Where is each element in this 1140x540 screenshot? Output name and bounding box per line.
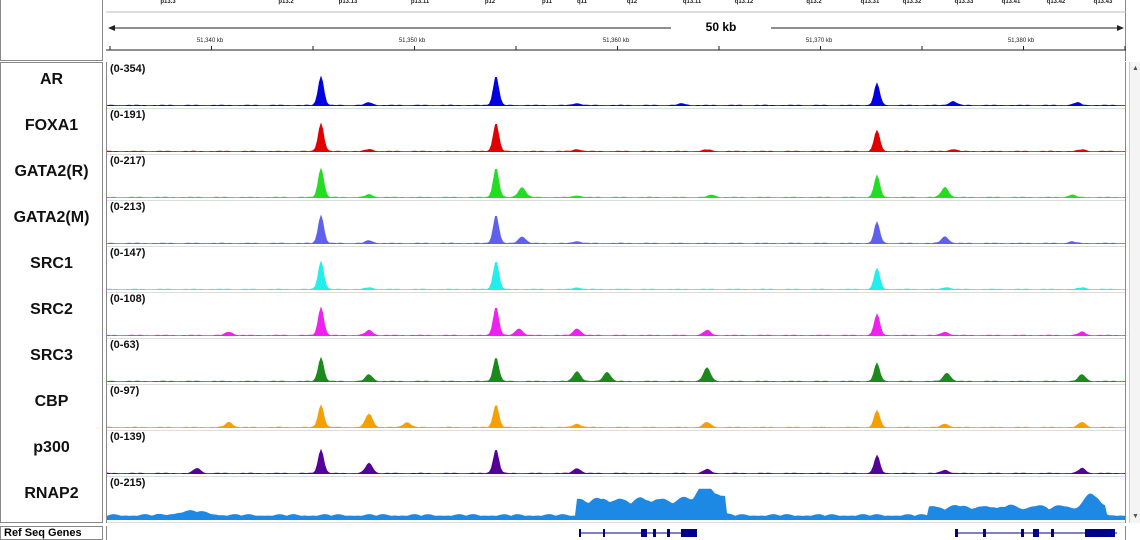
- ruler-panel[interactable]: p13.3 p13.2 p13.13 p13.11 p12 p11 q11 q12 q13.11…: [106, 0, 1126, 61]
- signal-profile: [107, 448, 1125, 474]
- gene-exon: [983, 529, 986, 537]
- band-label: q12: [626, 0, 638, 5]
- signal-track[interactable]: (0-217): [107, 154, 1125, 201]
- signal-track[interactable]: (0-147): [107, 246, 1125, 293]
- track-names-panel: AR FOXA1 GATA2(R) GATA2(M) SRC1 SRC2 SRC3 CBP p3…: [0, 62, 103, 523]
- scroll-up-icon[interactable]: ▲: [1132, 65, 1139, 72]
- track-range-label: (0-97): [110, 385, 140, 397]
- signal-track[interactable]: (0-63): [107, 338, 1125, 385]
- coordinate-label: 51,340 kb: [196, 38, 224, 44]
- gene-exon: [641, 529, 647, 537]
- signal-area: [107, 306, 1125, 336]
- ruler-svg: [106, 11, 1126, 51]
- signal-track[interactable]: (0-191): [107, 108, 1125, 155]
- gene-track-name-cell: Ref Seq Genes: [0, 526, 103, 540]
- band-label: p13.11: [410, 0, 430, 5]
- signal-profile: [107, 167, 1125, 198]
- signal-profile: [107, 214, 1125, 244]
- gene-exon: [1051, 529, 1054, 537]
- track-name: AR: [39, 71, 64, 88]
- coordinate-label: 51,360 kb: [602, 38, 630, 44]
- signal-profile: [107, 404, 1125, 428]
- coordinate-label: 51,380 kb: [1007, 38, 1035, 44]
- signal-profile: [107, 356, 1125, 382]
- gene-exon: [579, 529, 581, 537]
- track-range-label: (0-213): [110, 201, 146, 213]
- track-name: p300: [33, 439, 70, 456]
- band-label: p13.2: [278, 0, 294, 5]
- span-label: 50 kb: [671, 20, 771, 34]
- coordinate-label: 51,370 kb: [805, 38, 833, 44]
- signal-profile: [107, 488, 1125, 520]
- signal-track[interactable]: (0-108): [107, 292, 1125, 339]
- track-name: CBP: [34, 393, 69, 410]
- gene-exon: [603, 529, 605, 537]
- band-label: p13.13: [338, 0, 358, 5]
- gene-exon: [1033, 529, 1039, 537]
- band-label: q13.42: [1046, 0, 1066, 5]
- coordinate-label: 51,350 kb: [398, 38, 426, 44]
- signal-area: [107, 448, 1125, 474]
- signal-area: [107, 356, 1125, 382]
- signal-area: [107, 214, 1125, 244]
- signal-profile: [107, 306, 1125, 336]
- gene-exon: [955, 529, 958, 537]
- band-label: q13.32: [902, 0, 922, 5]
- track-range-label: (0-108): [110, 293, 146, 305]
- signal-area: [107, 122, 1125, 152]
- data-panel[interactable]: (0-354) (0-191) (0-217) (0-213) (0-147) (0-10…: [106, 62, 1126, 523]
- band-label: q13.31: [860, 0, 880, 5]
- scroll-down-icon[interactable]: ▼: [1132, 513, 1139, 520]
- gene-exon: [681, 529, 697, 537]
- signal-profile: [107, 260, 1125, 290]
- track-name: GATA2(R): [14, 163, 89, 180]
- gene-exon: [1085, 529, 1115, 537]
- track-name: GATA2(M): [13, 209, 90, 226]
- track-name: SRC1: [30, 255, 73, 272]
- gene-track-panel[interactable]: [106, 526, 1126, 540]
- band-label: q11: [576, 0, 588, 5]
- track-range-label: (0-215): [110, 477, 146, 489]
- track-name: SRC3: [30, 347, 73, 364]
- signal-profile: [107, 122, 1125, 152]
- band-label: q13.2: [806, 0, 822, 5]
- signal-track[interactable]: (0-97): [107, 384, 1125, 431]
- signal-area: [107, 75, 1125, 106]
- band-label: q13.41: [1001, 0, 1021, 5]
- gene-exon: [1021, 529, 1024, 537]
- band-label: q13.43: [1093, 0, 1113, 5]
- track-range-label: (0-147): [110, 247, 146, 259]
- header-blank-panel: [0, 0, 103, 61]
- band-label: p12: [484, 0, 496, 5]
- track-name: SRC2: [30, 301, 73, 318]
- signal-area: [107, 260, 1125, 290]
- gene-models: [579, 529, 1117, 537]
- gene-track-name: Ref Seq Genes: [4, 527, 82, 539]
- band-label: p11: [541, 0, 553, 5]
- band-label: q13.12: [734, 0, 754, 5]
- gene-exon: [667, 529, 670, 537]
- signal-area: [107, 167, 1125, 198]
- band-label: p13.3: [160, 0, 176, 5]
- band-label: q13.11: [682, 0, 702, 5]
- vertical-scrollbar[interactable]: ▲ ▼: [1129, 62, 1140, 523]
- track-range-label: (0-63): [110, 339, 140, 351]
- signal-track[interactable]: (0-213): [107, 200, 1125, 247]
- signal-track[interactable]: (0-139): [107, 430, 1125, 477]
- track-range-label: (0-191): [110, 109, 146, 121]
- band-label: q13.33: [954, 0, 974, 5]
- track-range-label: (0-217): [110, 155, 146, 167]
- gene-exon: [653, 529, 656, 537]
- track-name: FOXA1: [24, 117, 79, 134]
- signal-track[interactable]: (0-354): [107, 62, 1125, 109]
- signal-profile: [107, 75, 1125, 106]
- signal-track[interactable]: (0-215): [107, 476, 1125, 523]
- signal-area: [107, 404, 1125, 428]
- track-name: RNAP2: [24, 485, 79, 502]
- track-range-label: (0-354): [110, 63, 146, 75]
- track-range-label: (0-139): [110, 431, 146, 443]
- signal-area: [107, 488, 1125, 520]
